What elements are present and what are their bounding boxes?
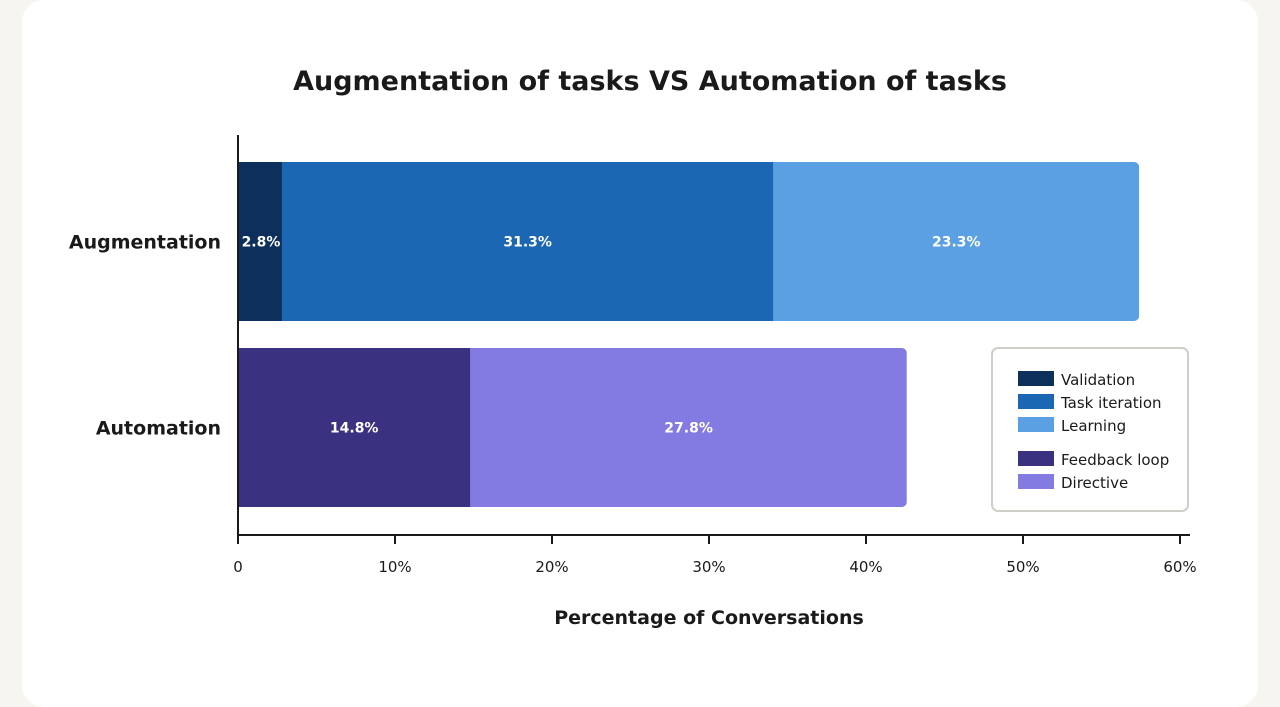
x-tick-label: 0: [233, 558, 243, 576]
bar-segment-learning: [773, 162, 1140, 321]
x-axis-ticks-group: 0 10% 20% 30% 40% 50% 60%: [233, 535, 1197, 576]
legend: Validation Task iteration Learning Feedback…: [991, 347, 1189, 512]
data-labels-group: 2.8% 31.3% 23.3% 14.8% 27.8%: [242, 235, 981, 437]
data-label-task-iteration: 31.3%: [503, 235, 552, 251]
legend-swatch-task-iteration: [1018, 394, 1054, 409]
x-tick-label: 40%: [849, 558, 882, 576]
bar-segment-feedback-loop: [238, 348, 471, 507]
data-label-directive: 27.8%: [664, 421, 713, 437]
x-tick-label: 20%: [535, 558, 568, 576]
data-label-validation: 2.8%: [242, 235, 281, 251]
legend-swatch-validation: [1018, 371, 1054, 386]
legend-label-validation: Validation: [1061, 371, 1135, 389]
legend-label-learning: Learning: [1061, 417, 1126, 435]
category-label-augmentation: Augmentation: [69, 232, 221, 254]
bars-group: [238, 162, 1140, 507]
x-tick-label: 10%: [378, 558, 411, 576]
category-labels-group: Augmentation Automation: [69, 232, 221, 440]
bar-segment-validation: [238, 162, 282, 321]
x-tick-label: 50%: [1006, 558, 1039, 576]
legend-label-task-iteration: Task iteration: [1060, 394, 1162, 412]
legend-swatch-feedback-loop: [1018, 451, 1054, 466]
bar-segment-directive: [470, 348, 907, 507]
data-label-feedback-loop: 14.8%: [330, 421, 379, 437]
bar-segment-task-iteration: [281, 162, 774, 321]
chart-title: Augmentation of tasks VS Automation of t…: [293, 66, 1007, 97]
legend-box: [991, 347, 1189, 512]
x-tick-label: 30%: [692, 558, 725, 576]
legend-label-feedback-loop: Feedback loop: [1061, 451, 1169, 469]
x-tick-label: 60%: [1163, 558, 1196, 576]
data-label-learning: 23.3%: [932, 235, 981, 251]
legend-label-directive: Directive: [1061, 474, 1128, 492]
category-label-automation: Automation: [96, 418, 221, 440]
x-axis-title: Percentage of Conversations: [554, 607, 864, 629]
legend-swatch-directive: [1018, 474, 1054, 489]
legend-swatch-learning: [1018, 417, 1054, 432]
